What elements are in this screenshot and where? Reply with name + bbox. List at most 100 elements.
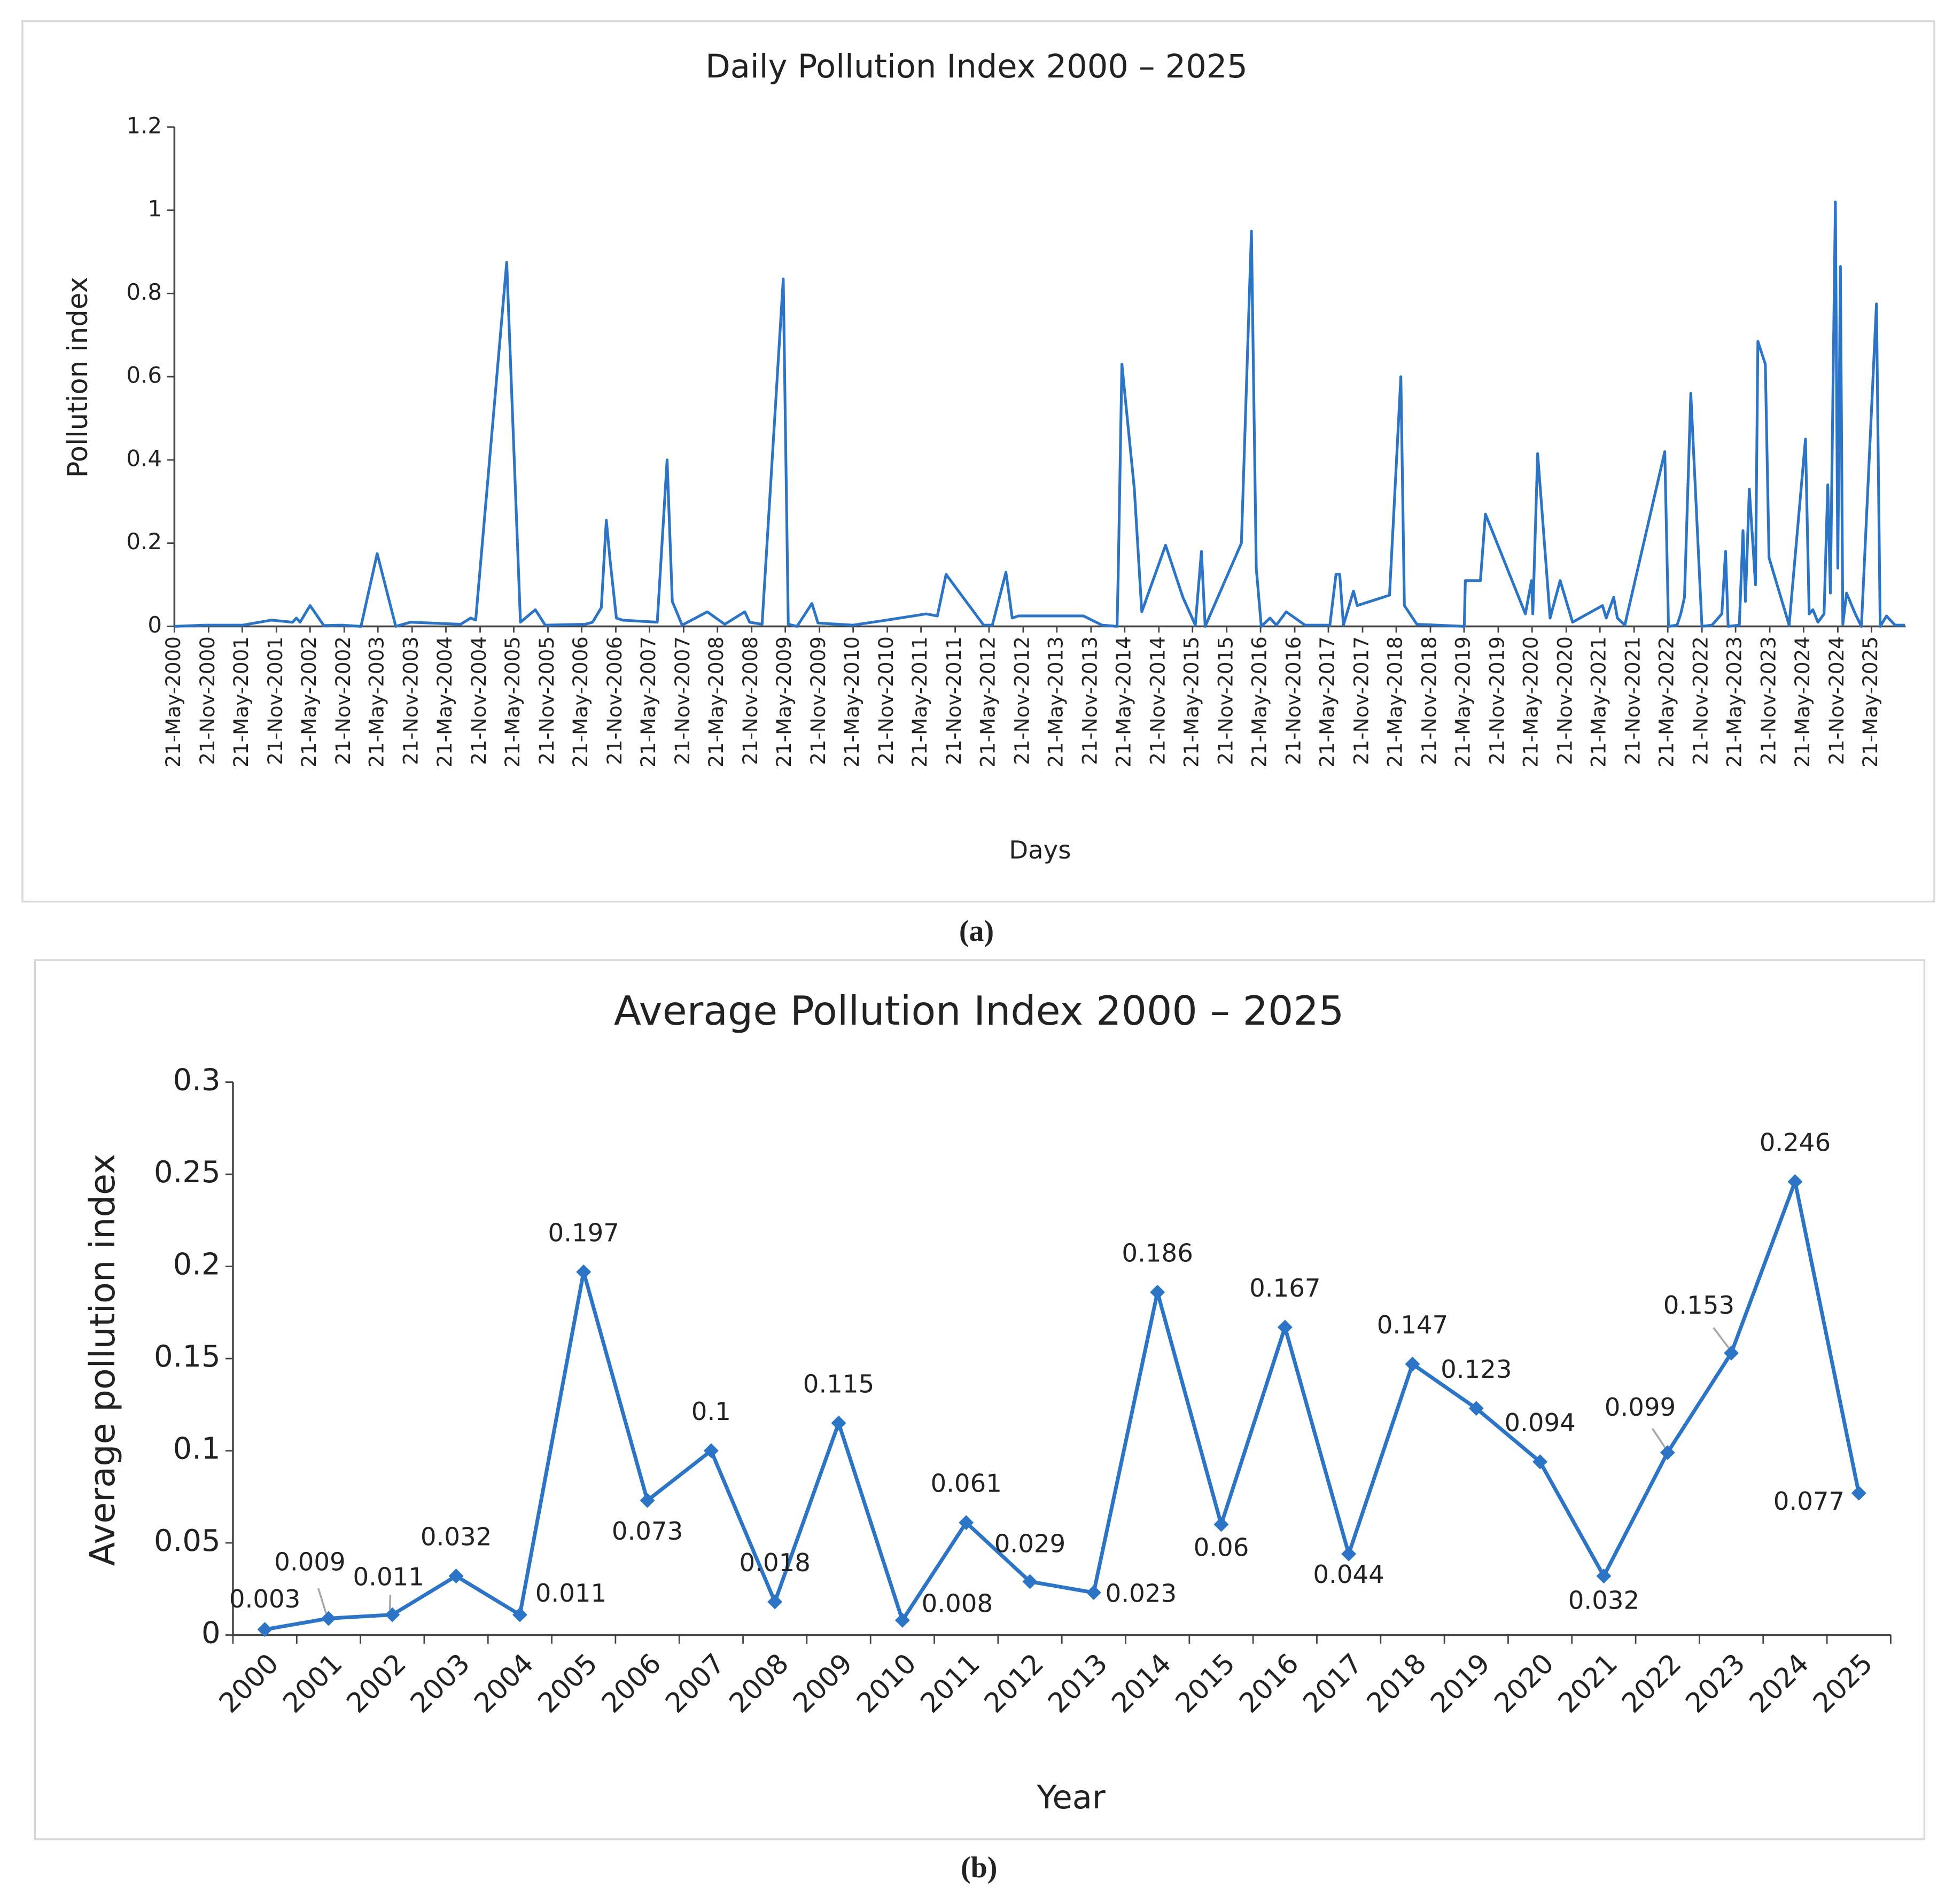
x-tick-label: 21-May-2003 xyxy=(365,636,388,768)
marker xyxy=(1724,1345,1739,1361)
x-tick-label: 21-Nov-2001 xyxy=(263,636,287,765)
x-tick-label: 21-Nov-2014 xyxy=(1146,636,1169,765)
marker xyxy=(1341,1546,1357,1562)
y-axis-title: Average pollution index xyxy=(82,1153,123,1566)
marker xyxy=(385,1607,400,1622)
marker xyxy=(894,1612,910,1628)
line xyxy=(174,200,1905,628)
x-tick-label: 21-Nov-2012 xyxy=(1010,636,1033,765)
marker xyxy=(1787,1174,1803,1189)
y-tick-label: 0.15 xyxy=(154,1339,221,1374)
data-label: 0.032 xyxy=(421,1523,492,1551)
marker xyxy=(448,1569,464,1584)
x-tick-label: 21-Nov-2013 xyxy=(1078,636,1101,765)
marker xyxy=(1213,1517,1229,1532)
chart-frame xyxy=(21,20,1935,903)
x-tick-label: 21-May-2019 xyxy=(1451,636,1474,768)
x-tick-label: 21-May-2013 xyxy=(1044,636,1067,768)
x-tick-label: 21-May-2009 xyxy=(772,636,796,768)
x-tick-label: 21-May-2004 xyxy=(433,636,456,768)
x-tick-label: 21-May-2008 xyxy=(704,636,728,768)
data-label: 0.011 xyxy=(353,1562,424,1591)
data-label: 0.1 xyxy=(691,1397,731,1426)
x-tick-label: 21-May-2017 xyxy=(1316,636,1339,768)
x-tick-label: 21-Nov-2017 xyxy=(1350,636,1373,765)
x-tick-label: 21-Nov-2008 xyxy=(738,636,762,765)
x-tick-label: 21-Nov-2018 xyxy=(1417,636,1441,765)
marker xyxy=(831,1415,846,1431)
data-label: 0.008 xyxy=(922,1589,993,1618)
x-tick-label: 21-Nov-2006 xyxy=(603,636,626,765)
x-tick-label: 21-May-2005 xyxy=(501,636,524,768)
x-tick-label: 21-Nov-2019 xyxy=(1485,636,1508,765)
marker xyxy=(959,1515,974,1531)
y-tick-label: 0.6 xyxy=(126,362,162,388)
marker xyxy=(512,1607,527,1622)
data-label: 0.153 xyxy=(1663,1291,1734,1320)
data-label: 0.115 xyxy=(803,1369,874,1398)
x-tick-label: 21-Nov-2016 xyxy=(1282,636,1305,765)
x-tick-label: 21-Nov-2005 xyxy=(535,636,558,765)
chart-title: Average Pollution Index 2000 – 2025 xyxy=(614,988,1344,1034)
x-tick-label: 21-May-2025 xyxy=(1858,636,1882,768)
marker xyxy=(703,1443,719,1458)
leader-line xyxy=(317,1588,327,1614)
x-tick-label: 21-May-2021 xyxy=(1587,636,1610,768)
x-tick-label: 21-Nov-2021 xyxy=(1621,636,1645,765)
x-tick-label: 21-May-2016 xyxy=(1248,636,1271,768)
y-tick-label: 0.05 xyxy=(154,1524,221,1558)
line xyxy=(264,1180,1861,1632)
caption: (a) xyxy=(959,915,994,948)
leader-line xyxy=(388,1595,392,1610)
data-label: 0.077 xyxy=(1773,1487,1845,1516)
y-tick-label: 0.2 xyxy=(173,1247,221,1282)
data-label: 0.009 xyxy=(274,1547,345,1576)
data-label: 0.06 xyxy=(1194,1533,1249,1562)
leader-line xyxy=(1652,1428,1666,1448)
x-tick-label: 21-Nov-2002 xyxy=(331,636,355,765)
data-label: 0.186 xyxy=(1122,1238,1193,1267)
data-label: 0.023 xyxy=(1106,1579,1177,1608)
x-tick-label: 21-Nov-2011 xyxy=(942,636,966,765)
data-label: 0.032 xyxy=(1568,1586,1639,1615)
x-tick-label: 21-May-2011 xyxy=(908,636,931,768)
x-tick-label: 21-May-2020 xyxy=(1519,636,1543,768)
marker xyxy=(767,1594,783,1610)
x-axis-title: Year xyxy=(1037,1779,1106,1816)
y-tick-label: 1.2 xyxy=(126,112,162,138)
x-axis-title: Days xyxy=(1009,836,1071,864)
x-tick-label: 21-May-2018 xyxy=(1383,636,1406,768)
data-label: 0.003 xyxy=(229,1585,300,1613)
y-tick-label: 0.8 xyxy=(126,279,162,305)
x-tick-label: 21-Nov-2009 xyxy=(806,636,830,765)
y-tick-label: 0.4 xyxy=(126,445,162,471)
x-tick-label: 21-May-2015 xyxy=(1179,636,1203,768)
x-tick-label: 21-May-2007 xyxy=(636,636,660,768)
marker xyxy=(1022,1574,1038,1589)
data-label: 0.099 xyxy=(1605,1393,1676,1422)
x-tick-label: 21-Nov-2003 xyxy=(399,636,423,765)
x-tick-label: 21-May-2012 xyxy=(976,636,999,768)
x-tick-label: 21-May-2022 xyxy=(1655,636,1678,768)
leader-line xyxy=(1713,1327,1730,1349)
x-tick-label: 21-Nov-2010 xyxy=(874,636,898,765)
x-tick-label: 21-May-2010 xyxy=(840,636,863,768)
x-tick-label: 21-May-2024 xyxy=(1791,636,1814,768)
x-tick-label: 21-May-2014 xyxy=(1111,636,1135,768)
x-tick-label: 21-Nov-2020 xyxy=(1553,636,1577,765)
y-tick-label: 0.1 xyxy=(173,1432,221,1466)
chart-title: Daily Pollution Index 2000 – 2025 xyxy=(705,48,1248,85)
y-tick-label: 0 xyxy=(201,1616,221,1651)
chart-frame xyxy=(34,959,1926,1840)
data-label: 0.011 xyxy=(535,1579,606,1608)
x-tick-label: 21-Nov-2024 xyxy=(1825,636,1848,765)
data-label: 0.018 xyxy=(739,1548,810,1577)
y-tick-label: 0 xyxy=(147,612,162,638)
caption: (b) xyxy=(961,1851,997,1884)
x-tick-label: 21-Nov-2022 xyxy=(1689,636,1713,765)
data-label: 0.044 xyxy=(1313,1560,1384,1589)
x-tick-label: 21-Nov-2004 xyxy=(467,636,491,765)
data-label: 0.197 xyxy=(548,1218,619,1247)
